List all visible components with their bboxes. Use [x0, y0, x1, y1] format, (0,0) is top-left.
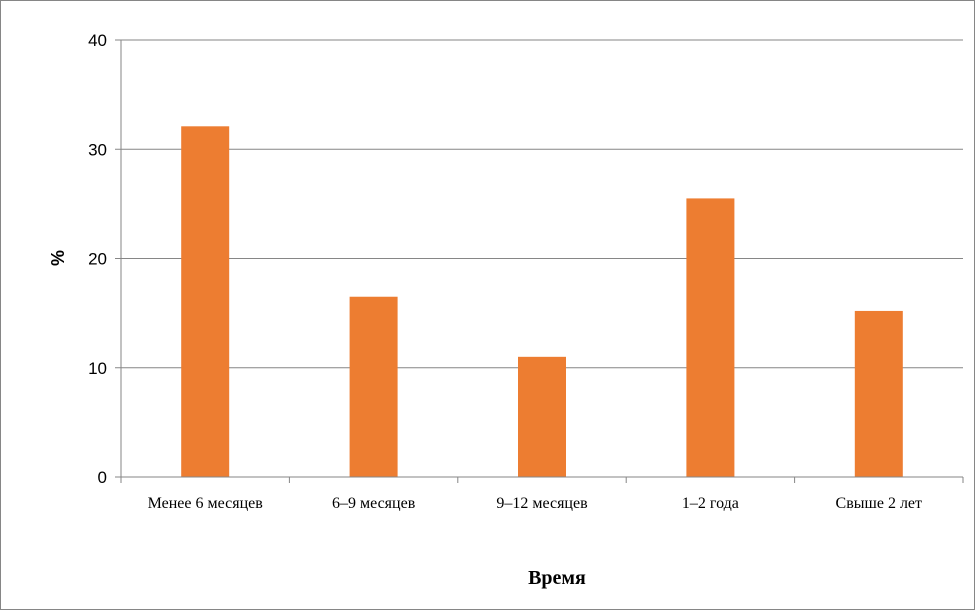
- x-tick-label: Свыше 2 лет: [836, 495, 922, 512]
- y-tick-label: 0: [98, 468, 107, 487]
- bar: [518, 356, 566, 477]
- bars: [181, 126, 903, 478]
- bar: [686, 198, 735, 477]
- y-axis-title: %: [48, 250, 68, 266]
- x-tick-labels: Менее 6 месяцев 6–9 месяцев 9–12 месяцев 1–…: [148, 495, 922, 512]
- gridlines: [121, 39, 963, 369]
- x-axis-title: Время: [528, 567, 586, 589]
- y-tick-label: 40: [88, 31, 107, 50]
- bar: [181, 126, 230, 478]
- x-tick-label: 6–9 месяцев: [332, 495, 416, 512]
- y-tick-label: 10: [88, 359, 107, 378]
- axes: [115, 39, 964, 483]
- y-tick-labels: 0 10 20 30 40: [88, 31, 107, 487]
- x-tick-label: 1–2 года: [682, 495, 739, 512]
- y-tick-label: 30: [88, 140, 107, 159]
- bar: [854, 310, 903, 477]
- y-tick-label: 20: [88, 250, 107, 269]
- bar: [349, 296, 398, 477]
- x-tick-label: 9–12 месяцев: [496, 495, 588, 512]
- x-tick-label: Менее 6 месяцев: [148, 495, 264, 512]
